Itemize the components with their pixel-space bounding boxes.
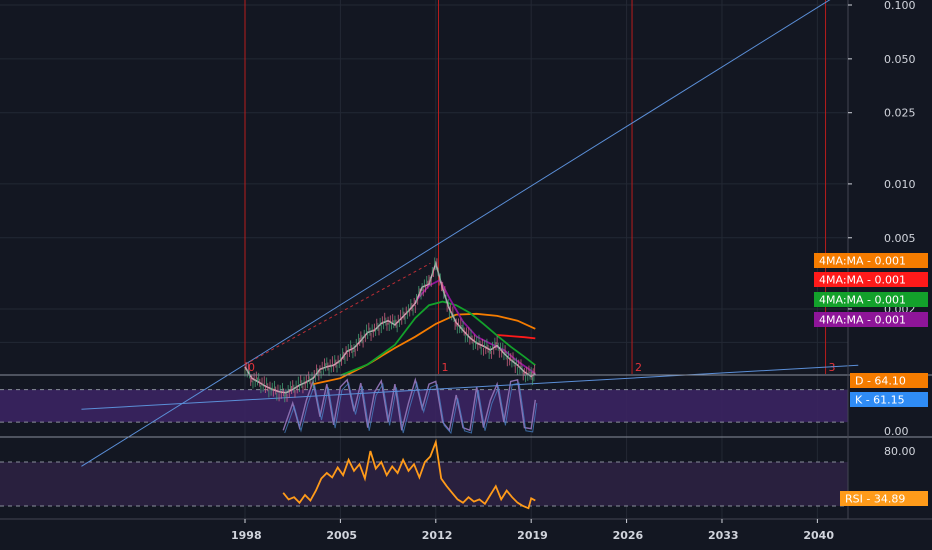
trend-lines[interactable] — [81, 0, 859, 467]
grid-lines — [0, 0, 848, 519]
ma-badge: 4MA:MA - 0.001 — [814, 272, 928, 287]
ma-badge-bg — [814, 312, 928, 327]
trend-dashed-line — [244, 262, 431, 365]
rsi-pane[interactable] — [0, 438, 848, 510]
ma-badge: 4MA:MA - 0.001 — [814, 292, 928, 307]
stochastic-d-badge: D - 64.10 — [850, 373, 928, 388]
ma-badge-bg — [814, 292, 928, 307]
stochastic-d-badge-bg — [850, 373, 928, 388]
stochastic-k-line[interactable] — [284, 381, 538, 435]
cycle-markers: 0 1 2 3 — [244, 0, 836, 374]
price-axis-label: 0.005 — [884, 232, 916, 245]
cycle-marker-label: 1 — [442, 361, 449, 374]
cycle-marker-label: 0 — [248, 361, 255, 374]
stochastic-k-badge: K - 61.15 — [850, 392, 928, 407]
trend-line[interactable] — [81, 0, 858, 467]
time-axis-label: 2012 — [422, 529, 453, 542]
time-axis-label: 1998 — [231, 529, 262, 542]
time-axis[interactable]: 1998 2005 2012 2019 2026 2033 2040 — [231, 519, 834, 542]
rsi-line[interactable] — [282, 438, 536, 510]
rsi-badge-bg — [840, 491, 928, 506]
time-axis-label: 2026 — [613, 529, 644, 542]
ma-badge: 4MA:MA - 0.001 — [814, 312, 928, 327]
ma-badge-bg — [814, 253, 928, 268]
rsi-badge-text: RSI - 34.89 — [845, 493, 905, 506]
stochastic-axis-label: 0.00 — [884, 425, 909, 438]
ma-badge: 4MA:MA - 0.001 — [814, 253, 928, 268]
stochastic-d-badge-text: D - 64.10 — [855, 375, 906, 388]
rsi-badge: RSI - 34.89 — [840, 491, 928, 506]
price-axis-label: 0.050 — [884, 53, 916, 66]
price-axis-label: 0.010 — [884, 178, 916, 191]
rsi-band — [0, 462, 848, 506]
cycle-marker-label: 2 — [635, 361, 642, 374]
price-axis-label: 0.025 — [884, 107, 916, 120]
price-axis-label: 0.100 — [884, 0, 916, 12]
ma-badge-text: 4MA:MA - 0.001 — [819, 314, 906, 327]
time-axis-label: 2005 — [326, 529, 357, 542]
time-axis-label: 2040 — [803, 529, 834, 542]
price-pane[interactable] — [244, 257, 536, 403]
time-axis-label: 2019 — [517, 529, 548, 542]
stochastic-band — [0, 389, 848, 423]
ma-line[interactable] — [340, 300, 536, 377]
value-badges: 4MA:MA - 0.001 4MA:MA - 0.001 4MA:MA - 0.0… — [814, 253, 928, 506]
ma-badge-text: 4MA:MA - 0.001 — [819, 274, 906, 287]
time-axis-label: 2033 — [708, 529, 739, 542]
ma-badge-bg — [814, 272, 928, 287]
ma-badge-text: 4MA:MA - 0.001 — [819, 294, 906, 307]
rsi-axis-label: 80.00 — [884, 445, 916, 458]
cycle-marker-label: 3 — [829, 361, 836, 374]
ma-badge-text: 4MA:MA - 0.001 — [819, 255, 906, 268]
stochastic-k-badge-text: K - 61.15 — [855, 394, 905, 407]
trend-line[interactable] — [81, 364, 859, 410]
ma-line[interactable] — [497, 334, 536, 340]
stochastic-k-badge-bg — [850, 392, 928, 407]
